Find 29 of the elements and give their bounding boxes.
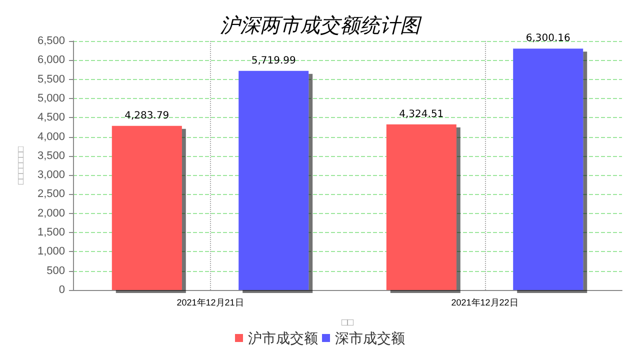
y-tick-label: 500	[46, 264, 65, 277]
y-axis-title: □□□□□□□	[16, 146, 26, 185]
legend-label: 沪市成交额	[248, 330, 318, 346]
data-label: 5,719.99	[251, 55, 296, 66]
y-tick-label: 5,500	[37, 73, 65, 86]
y-tick-label: 3,000	[37, 169, 65, 182]
y-tick-label: 6,500	[37, 35, 65, 47]
x-tick-label: 2021年12月21日	[176, 298, 244, 308]
x-axis-title: □□	[341, 318, 354, 328]
bar	[112, 126, 182, 290]
y-tick-label: 1,000	[37, 246, 65, 258]
legend-label: 深市成交额	[335, 330, 405, 346]
bar	[386, 124, 456, 290]
data-label: 4,324.51	[399, 108, 444, 120]
x-tick-label: 2021年12月22日	[451, 298, 518, 308]
y-tick-label: 4,500	[37, 112, 65, 124]
y-tick-label: 3,500	[37, 150, 65, 162]
y-tick-label: 2,000	[37, 207, 65, 220]
bar	[513, 48, 584, 290]
y-tick-label: 5,000	[37, 92, 65, 104]
y-tick-label: 6,000	[37, 54, 65, 66]
y-tick-label: 4,000	[37, 130, 65, 143]
y-tick-label: 1,500	[37, 226, 65, 239]
y-tick-label: 2,500	[37, 188, 65, 200]
bar	[238, 70, 309, 290]
data-label: 6,300.16	[526, 33, 570, 44]
y-tick-label: 0	[58, 284, 65, 296]
chart-title: 沪深两市成交额统计图	[220, 13, 422, 37]
data-label: 4,283.79	[124, 110, 170, 122]
